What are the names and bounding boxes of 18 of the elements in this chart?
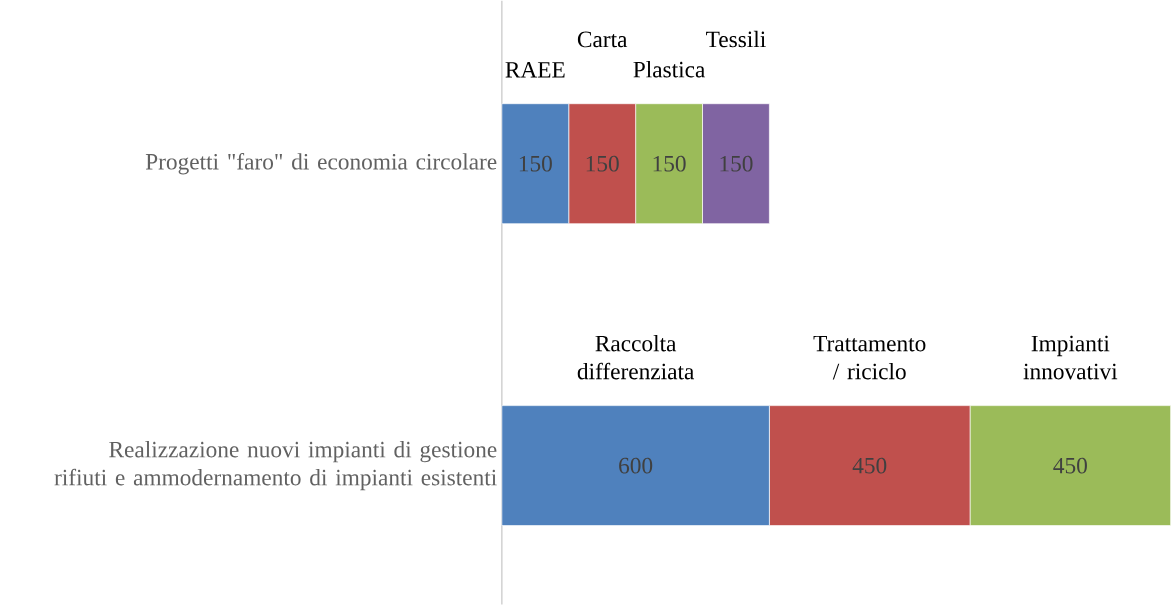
data-label: 450 <box>852 457 887 474</box>
annotation: Carta <box>577 31 628 48</box>
y-tick-label: Realizzazione nuovi impianti di gestione rifiuti e ammodernamento di impianti esistenti <box>54 440 497 491</box>
data-label: 150 <box>720 155 753 172</box>
annotation: Tessili <box>706 30 766 48</box>
bar <box>969 405 1171 526</box>
annotation: Trattamento / riciclo <box>813 335 926 380</box>
annotation: Plastica <box>633 61 706 78</box>
data-label: 150 <box>519 155 552 172</box>
annotation: RAEE <box>505 62 565 78</box>
data-label: 450 <box>1053 457 1087 474</box>
data-label: 150 <box>586 155 619 172</box>
data-label: 600 <box>619 457 653 474</box>
annotation: Impianti innovativi <box>1023 335 1118 380</box>
bar <box>635 103 703 224</box>
y-tick-label: Progetti "faro" di economia circolare <box>145 152 497 175</box>
annotation: Raccolta differenziata <box>577 334 695 380</box>
data-label: 150 <box>653 155 686 172</box>
